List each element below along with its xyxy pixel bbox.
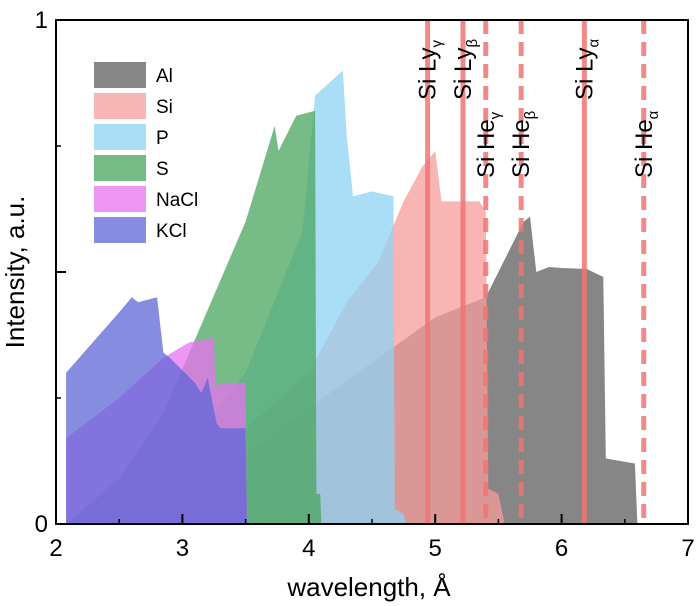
chart-areas: [66, 70, 638, 525]
x-axis-title: wavelength, Å: [286, 572, 451, 602]
legend-label-si: Si: [156, 97, 173, 118]
legend-swatch-si: [94, 93, 146, 119]
y-tick-label: 0: [35, 511, 48, 538]
emission-line-label: Si Heα: [631, 110, 662, 178]
emission-line-label: Si Lyβ: [450, 39, 481, 100]
legend-label-kcl: KCl: [156, 221, 187, 242]
legend-label-al: Al: [156, 66, 173, 87]
axis-ticks: 2 3 4 5 6 7 0 1: [35, 7, 695, 562]
legend-swatch-kcl: [94, 217, 146, 243]
x-tick-label: 5: [429, 535, 442, 562]
series-area-si: [66, 151, 505, 524]
emission-line-label: Si Heγ: [473, 111, 504, 178]
legend: Al Si PS NaCl KCl: [94, 62, 198, 243]
series-area-p: [66, 70, 407, 525]
series-area-s: [66, 110, 322, 524]
x-tick-label: 6: [555, 535, 568, 562]
x-tick-label: 2: [49, 535, 62, 562]
series-area-kcl: [66, 297, 247, 524]
emission-line-label: Si Heβ: [508, 110, 539, 178]
emission-line-label: Si Lyγ: [415, 40, 446, 100]
y-tick-label: 1: [35, 7, 48, 34]
x-tick-label: 3: [176, 535, 189, 562]
emission-line-label: Si Lyα: [571, 39, 602, 100]
legend-label-nacl: NaCl: [156, 190, 198, 211]
legend-label-s: S: [156, 159, 169, 180]
legend-label-p: P: [156, 128, 169, 149]
legend-swatch-p: [94, 124, 146, 150]
x-tick-label: 7: [681, 535, 694, 562]
legend-swatch-al: [94, 62, 146, 88]
y-axis-title: Intensity, a.u.: [0, 196, 30, 349]
x-tick-label: 4: [302, 535, 315, 562]
legend-swatch-s: [94, 155, 146, 181]
legend-swatch-nacl: [94, 186, 146, 212]
series-area-al: [66, 216, 638, 524]
